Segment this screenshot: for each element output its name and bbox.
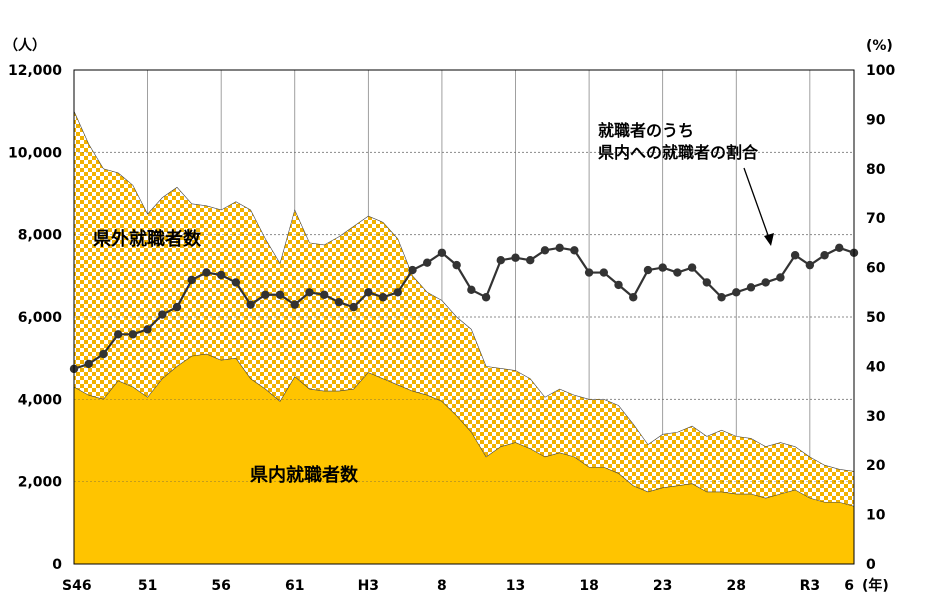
x-tick-label: R3 (800, 578, 821, 594)
ratio-point (334, 297, 344, 307)
x-tick-label: S46 (62, 578, 92, 594)
ratio-point (687, 263, 697, 272)
label-ratio-line-1: 就職者のうち (598, 121, 694, 140)
right-tick-label: 10 (866, 508, 886, 524)
left-tick-label: 8,000 (18, 228, 63, 244)
ratio-point (511, 253, 520, 262)
right-tick-label: 20 (866, 458, 886, 474)
x-axis-tick-labels: S46 51 56 61 H3 8 13 18 23 28 R3 6 (62, 578, 854, 594)
ratio-point (805, 260, 815, 270)
ratio-point (84, 359, 93, 369)
plot-border (73, 69, 855, 565)
ratio-point (261, 290, 270, 299)
x-tick-label: 51 (138, 578, 157, 594)
annotation-arrow-head (764, 233, 774, 246)
ratio-point (761, 278, 770, 287)
left-axis-tick-labels: 0 2,000 4,000 6,000 8,000 10,000 12,000 (8, 63, 62, 573)
x-tick-label: 6 (844, 578, 854, 594)
right-tick-label: 100 (866, 63, 895, 79)
ratio-point (202, 268, 211, 277)
ratio-point (216, 270, 226, 280)
ratio-point (128, 330, 138, 339)
ratio-point (584, 268, 594, 277)
left-tick-label: 12,000 (8, 63, 62, 79)
ratio-point (673, 268, 682, 277)
label-ratio-line-2: 県内への就職者の割合 (598, 143, 759, 162)
ratio-point (481, 293, 491, 302)
ratio-point (555, 243, 564, 253)
ratio-point (143, 325, 152, 334)
x-tick-label: 23 (653, 578, 672, 594)
ratio-point (835, 243, 844, 253)
ratio-point (99, 349, 108, 359)
annotation-arrow (743, 167, 770, 239)
ratio-point (187, 275, 196, 285)
left-tick-label: 0 (52, 557, 62, 573)
ratio-point (290, 300, 299, 309)
ratio-point (319, 290, 329, 299)
left-tick-label: 6,000 (18, 310, 63, 326)
x-tick-label: 13 (506, 578, 525, 594)
left-tick-label: 4,000 (18, 392, 63, 408)
x-tick-label: 8 (437, 578, 447, 594)
ratio-point (467, 285, 476, 295)
ratio-point (790, 251, 800, 260)
x-tick-label: 56 (211, 578, 230, 594)
x-axis-unit: (年) (862, 577, 889, 594)
ratio-point (305, 288, 314, 297)
x-tick-label: 18 (579, 578, 598, 594)
ratio-point (614, 280, 623, 290)
ratio-point (172, 302, 182, 312)
ratio-point (364, 288, 373, 297)
ratio-point (643, 265, 653, 275)
left-tick-label: 2,000 (18, 475, 63, 491)
ratio-point (437, 248, 447, 257)
right-tick-label: 30 (866, 409, 886, 425)
ratio-point (231, 278, 241, 287)
ratio-point (275, 290, 285, 299)
ratio-point (496, 255, 505, 265)
ratio-point (113, 330, 123, 339)
right-tick-label: 80 (866, 162, 886, 178)
ratio-point (820, 251, 829, 260)
x-tick-label: 61 (285, 578, 304, 594)
ratio-points (69, 243, 859, 374)
right-tick-label: 40 (866, 359, 886, 375)
series-area-inside-prefecture (73, 353, 855, 565)
label-inside-prefecture: 県内就職者数 (250, 464, 359, 486)
right-axis-unit: (%) (866, 38, 893, 54)
right-tick-label: 60 (866, 261, 886, 277)
ratio-point (349, 302, 358, 312)
right-tick-label: 50 (866, 310, 886, 326)
ratio-point (246, 300, 255, 309)
x-tick-label: H3 (358, 578, 379, 594)
left-axis-unit: （人） (4, 37, 46, 54)
ratio-point (658, 263, 667, 272)
ratio-point (717, 293, 726, 302)
right-tick-label: 70 (866, 211, 886, 227)
ratio-point (570, 246, 579, 255)
ratio-point (158, 310, 167, 319)
ratio-point (378, 293, 388, 302)
ratio-point (452, 260, 461, 270)
ratio-point (776, 273, 785, 282)
ratio-point (393, 288, 402, 297)
x-tick-label: 28 (727, 578, 746, 594)
ratio-point (746, 283, 756, 292)
right-tick-label: 0 (866, 557, 876, 573)
label-outside-prefecture: 県外就職者数 (93, 228, 202, 250)
right-tick-label: 90 (866, 112, 886, 128)
left-tick-label: 10,000 (8, 145, 62, 161)
ratio-point (599, 268, 609, 277)
ratio-point (526, 255, 535, 265)
gridlines-over-area (74, 151, 854, 483)
ratio-point (423, 258, 432, 267)
ratio-point (629, 293, 638, 302)
right-axis-tick-labels: 0 10 20 30 40 50 60 70 80 90 100 (866, 63, 895, 573)
ratio-point (732, 288, 741, 297)
ratio-point (702, 278, 712, 287)
ratio-point (540, 246, 550, 255)
ratio-point (408, 265, 417, 275)
